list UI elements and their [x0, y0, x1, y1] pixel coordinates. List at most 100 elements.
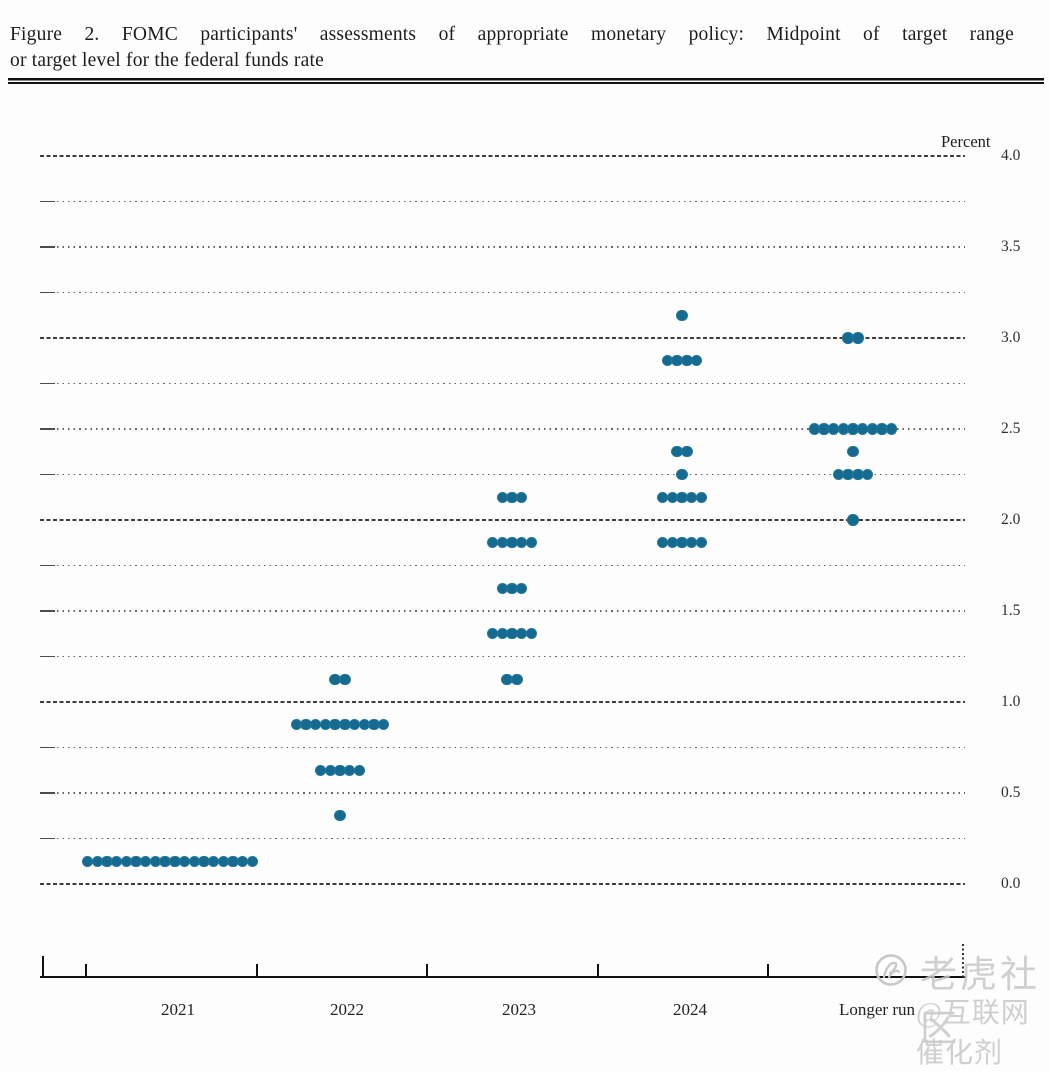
projection-dot [686, 491, 698, 503]
projection-dot [676, 537, 688, 549]
projection-dot [857, 423, 869, 435]
projection-dot [847, 423, 859, 435]
x-axis-tick [597, 964, 599, 977]
projection-dot [656, 491, 669, 503]
projection-dot [886, 423, 898, 435]
projection-dot [110, 855, 123, 867]
y-tick-label: 3.0 [1001, 329, 1021, 346]
projection-dot [832, 468, 845, 481]
projection-dot [314, 764, 327, 776]
projection-dot [681, 446, 693, 458]
gridline-major [40, 883, 965, 885]
y-tick-label: 2.0 [1001, 511, 1021, 528]
y-axis-unit-label: Percent [941, 132, 991, 151]
projection-dot [852, 468, 864, 481]
projection-dot [178, 855, 191, 867]
title-divider-rule [8, 78, 1044, 84]
projection-dot [827, 423, 840, 435]
projection-dot [676, 491, 688, 503]
y-tick-label: 3.5 [1001, 238, 1021, 255]
watermark-brand-text: 老虎社区 [920, 955, 1040, 1050]
projection-dot [334, 810, 346, 822]
x-axis-tick [85, 964, 87, 977]
projection-dot [695, 537, 708, 549]
projection-dot [353, 764, 366, 776]
x-axis-dotted-tick [962, 944, 964, 977]
projection-dot [324, 764, 336, 776]
projection-dot [847, 514, 859, 526]
projection-dot [140, 855, 152, 867]
projection-dot [496, 582, 508, 594]
projection-dot [506, 491, 518, 503]
projection-dot [852, 332, 864, 344]
projection-dot [198, 855, 210, 867]
figure-title: Figure 2. FOMC participants' assessments… [10, 22, 1014, 74]
gridline-minor [40, 792, 965, 794]
projection-dot [329, 673, 341, 685]
projection-dot [681, 355, 693, 367]
projection-dot [695, 491, 708, 503]
projection-dot [686, 537, 698, 549]
x-axis-end-tick [42, 956, 44, 977]
projection-dot [516, 582, 528, 594]
gridline-minor [40, 246, 965, 248]
projection-dot [377, 719, 390, 731]
projection-dot [120, 855, 133, 867]
projection-dot [847, 446, 859, 458]
gridline-major [40, 519, 965, 521]
figure-title-line1: Figure 2. FOMC participants' assessments… [10, 24, 1014, 45]
y-tick-label: 0.0 [1001, 875, 1021, 892]
projection-dot [690, 355, 703, 367]
projection-dot [861, 468, 874, 481]
y-tick-label: 0.5 [1001, 784, 1021, 801]
projection-dot [300, 719, 312, 731]
gridline-minor [40, 291, 965, 294]
x-axis-line [40, 976, 966, 978]
projection-dot [506, 628, 518, 640]
x-axis-tick [426, 964, 428, 977]
projection-dot [661, 355, 674, 367]
projection-dot [511, 673, 523, 685]
projection-dot [496, 491, 508, 503]
projection-dot [217, 855, 230, 867]
projection-dot [130, 855, 142, 867]
projection-dot [516, 537, 528, 549]
projection-dot [842, 332, 854, 344]
gridline-minor [40, 746, 965, 749]
projection-dot [91, 855, 103, 867]
gridline-major [40, 155, 965, 157]
projection-dot [169, 855, 181, 867]
gridline-minor [40, 473, 965, 476]
gridline-major [40, 701, 965, 703]
projection-dot [149, 855, 162, 867]
gridline-minor [40, 610, 965, 612]
projection-dot [506, 582, 518, 594]
projection-dot [876, 423, 888, 435]
projection-dot [525, 537, 538, 549]
x-axis-label: 2023 [502, 1000, 536, 1019]
x-axis-label: Longer run [838, 1000, 916, 1019]
gridline-minor [40, 382, 965, 385]
projection-dot [329, 719, 341, 731]
tiger-community-logo-icon [875, 954, 907, 986]
projection-dot [666, 491, 678, 503]
projection-dot [290, 719, 303, 731]
y-tick-label: 1.0 [1001, 693, 1021, 710]
projection-dot [516, 628, 528, 640]
projection-dot [842, 468, 854, 481]
projection-dot [525, 628, 538, 640]
watermark-handle-text: @互联网催化剂 [916, 998, 1030, 1069]
gridline-minor [40, 564, 965, 567]
projection-dot [837, 423, 849, 435]
projection-dot [671, 355, 683, 367]
projection-dot [676, 309, 688, 321]
projection-dot [866, 423, 879, 435]
x-axis-label: 2024 [673, 1000, 707, 1019]
projection-dot [368, 719, 380, 731]
projection-dot [818, 423, 830, 435]
projection-dot [188, 855, 200, 867]
projection-dot [344, 764, 356, 776]
projection-dot [656, 537, 669, 549]
y-tick-label: 4.0 [1001, 147, 1021, 164]
figure-page: Figure 2. FOMC participants' assessments… [8, 22, 1044, 1069]
